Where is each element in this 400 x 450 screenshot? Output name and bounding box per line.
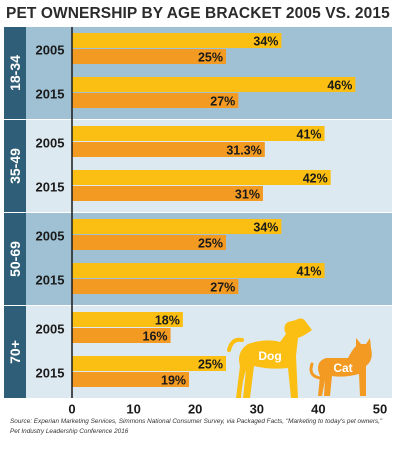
- dog-bar-label: 41%: [297, 265, 322, 279]
- cat-bar-label: 19%: [161, 374, 186, 388]
- cat-bar-label: 25%: [198, 51, 223, 65]
- dog-bar-label: 46%: [327, 79, 352, 93]
- x-tick-label: 20: [188, 402, 202, 417]
- year-label: 2015: [36, 180, 65, 195]
- dog-bar: [72, 263, 325, 278]
- dog-bar-label: 41%: [297, 128, 322, 142]
- cat-bar: [72, 186, 263, 201]
- source-line-1: Source: Experian Marketing Services, Sim…: [10, 418, 383, 425]
- group-tab: [4, 27, 26, 119]
- group-panel: [4, 306, 392, 398]
- chart-title: PET OWNERSHIP BY AGE BRACKET 2005 VS. 20…: [6, 5, 390, 22]
- group-label: 50-69: [7, 241, 23, 277]
- dog-bar: [72, 77, 356, 92]
- cat-bar-label: 31%: [235, 188, 260, 202]
- year-label: 2015: [36, 366, 65, 381]
- cat-bar: [72, 49, 226, 64]
- year-label: 2015: [36, 273, 65, 288]
- dog-legend-label: Dog: [258, 349, 281, 363]
- cat-bar-label: 27%: [210, 95, 235, 109]
- group-label: 35-49: [7, 148, 23, 184]
- year-label: 2005: [36, 43, 65, 58]
- cat-bar: [72, 235, 226, 250]
- cat-silhouette: [318, 338, 372, 396]
- dog-bar: [72, 219, 282, 234]
- dog-bar: [72, 33, 282, 48]
- group-tab: [4, 306, 26, 398]
- x-tick-label: 0: [68, 402, 75, 417]
- dog-bar: [72, 312, 183, 327]
- group-label: 18-34: [7, 55, 23, 91]
- cat-bar: [72, 372, 190, 387]
- dog-bar-label: 34%: [253, 35, 278, 49]
- dog-bar: [72, 356, 226, 371]
- cat-bar: [72, 142, 265, 157]
- cat-legend-label: Cat: [333, 361, 352, 375]
- cat-bar-label: 25%: [198, 237, 223, 251]
- cat-bar-label: 16%: [143, 330, 168, 344]
- x-tick-label: 40: [311, 402, 325, 417]
- year-label: 2005: [36, 322, 65, 337]
- source-line-2: Pet Industry Leadership Conference 2016: [10, 428, 129, 435]
- dog-bar-label: 34%: [253, 221, 278, 235]
- cat-bar: [72, 328, 171, 343]
- cat-tail: [309, 362, 322, 380]
- dog-bar: [72, 170, 331, 185]
- year-label: 2005: [36, 136, 65, 151]
- year-label: 2005: [36, 229, 65, 244]
- cat-bar: [72, 279, 239, 294]
- dog-bar-label: 25%: [198, 358, 223, 372]
- x-tick-label: 50: [373, 402, 387, 417]
- group-label: 70+: [7, 340, 23, 364]
- dog-silhouette: [236, 318, 312, 398]
- cat-bar: [72, 93, 239, 108]
- cat-bar-label: 27%: [210, 281, 235, 295]
- group-tab: [4, 213, 26, 305]
- x-tick-label: 10: [126, 402, 140, 417]
- dog-bar-label: 18%: [155, 314, 180, 328]
- dog-tail: [227, 337, 244, 352]
- year-label: 2015: [36, 87, 65, 102]
- cat-bar-label: 31.3%: [226, 144, 261, 158]
- source-note: Source: Experian Marketing Services, Sim…: [10, 417, 395, 437]
- x-tick-label: 30: [250, 402, 264, 417]
- dog-bar: [72, 126, 325, 141]
- dog-bar-label: 42%: [303, 172, 328, 186]
- group-tab: [4, 120, 26, 212]
